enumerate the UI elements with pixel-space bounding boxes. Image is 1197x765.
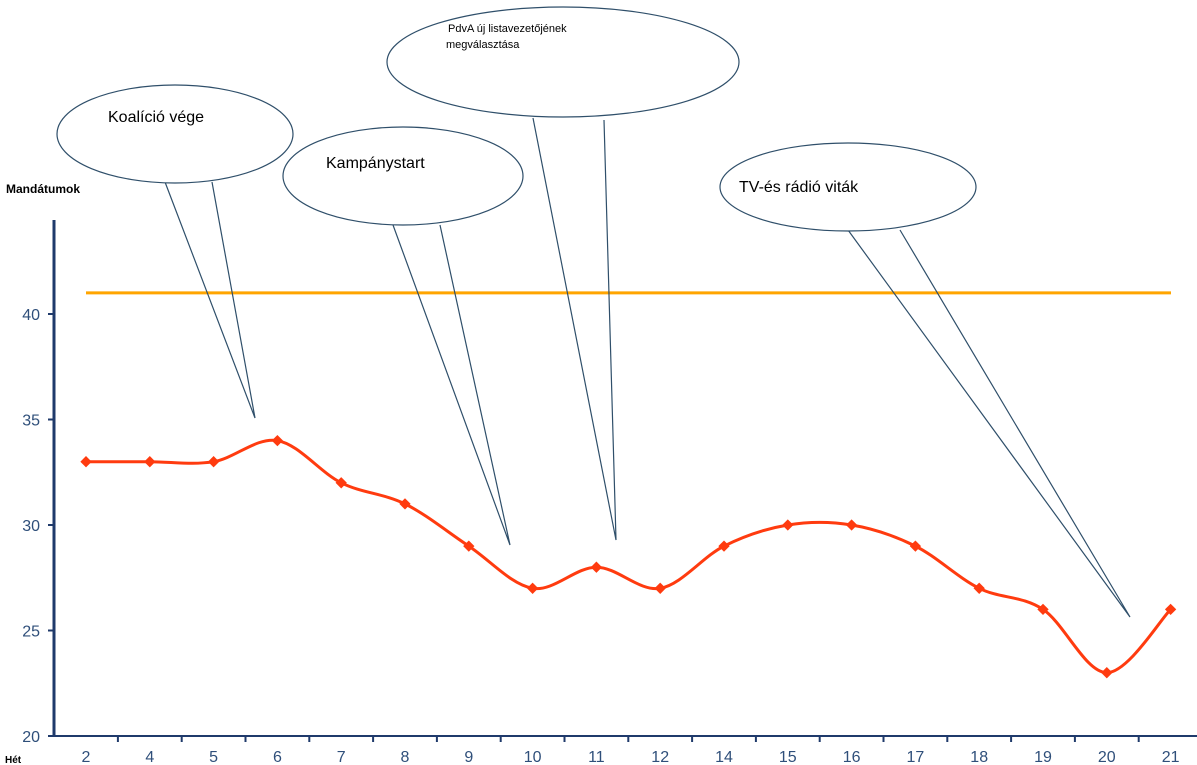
data-point-week-19 [1037, 603, 1049, 616]
y-tick-label-25: 25 [22, 624, 40, 641]
callout-pointer-koalicio [164, 181, 256, 419]
x-tick-label-14: 14 [715, 749, 733, 765]
y-tick-label-40: 40 [22, 307, 40, 324]
x-tick-label-2: 2 [82, 749, 91, 765]
x-tick-label-5: 5 [209, 749, 218, 765]
x-ticks: 2 4 5 6 7 8 9 10 11 12 14 15 16 17 18 19 20 21 [82, 736, 1180, 765]
y-tick-label-30: 30 [22, 518, 40, 535]
x-tick-label-16: 16 [843, 749, 861, 765]
x-tick-label-21: 21 [1162, 749, 1180, 765]
x-tick-label-11: 11 [588, 749, 605, 765]
data-point-week-15 [782, 519, 794, 531]
x-tick-label-12: 12 [651, 749, 669, 765]
series-markers [80, 434, 1177, 679]
x-tick-label-18: 18 [970, 749, 988, 765]
data-point-week-9 [463, 540, 475, 552]
x-tick-label-15: 15 [779, 749, 797, 765]
data-point-week-18 [973, 582, 985, 594]
callout-label-tv: TV-és rádió viták [739, 179, 859, 196]
y-tick-label-20: 20 [22, 729, 40, 746]
data-point-week-4 [144, 456, 156, 468]
x-tick-label-4: 4 [145, 749, 154, 765]
data-point-week-12 [654, 582, 666, 594]
callout-bubble-tv [719, 142, 977, 232]
callout-label-pdva-line1: PdvA új listavezetőjének [448, 23, 567, 35]
x-tick-label-7: 7 [337, 749, 346, 765]
series-line [84, 438, 1173, 675]
data-point-week-21 [1164, 603, 1177, 616]
data-point-week-5 [207, 456, 220, 468]
callout-bubble-koalicio [56, 84, 294, 184]
data-point-week-10 [526, 582, 539, 594]
x-tick-label-8: 8 [401, 749, 410, 765]
data-point-week-17 [909, 540, 922, 552]
y-tick-label-35: 35 [22, 413, 40, 430]
data-point-week-2 [80, 456, 92, 468]
data-point-week-20 [1101, 667, 1113, 679]
data-point-week-14 [718, 540, 730, 552]
x-tick-label-9: 9 [464, 749, 473, 765]
data-point-week-11 [590, 561, 603, 573]
callout-pointer-tv [847, 229, 1131, 618]
x-tick-label-17: 17 [907, 749, 925, 765]
data-point-week-16 [845, 519, 858, 531]
callout-label-kampanystart: Kampánystart [326, 155, 425, 172]
callout-bubble-pdva [386, 6, 740, 118]
callout-bubble-kampanystart [282, 126, 524, 226]
data-point-week-7 [335, 477, 347, 489]
callout-pointer-kampanystart [392, 224, 511, 546]
x-tick-label-20: 20 [1098, 749, 1116, 765]
data-point-week-8 [399, 498, 411, 510]
callout-pointer-pdva [532, 117, 617, 541]
y-ticks: 20 25 30 35 40 [22, 307, 54, 746]
y-axis-title: Mandátumok [6, 182, 80, 196]
callouts: Koalíció vége Kampánystart PdvA új lista… [56, 6, 1131, 618]
callout-label-koalicio: Koalíció vége [108, 109, 204, 126]
x-tick-label-19: 19 [1034, 749, 1052, 765]
data-point-week-6 [271, 434, 284, 447]
x-tick-label-10: 10 [524, 749, 542, 765]
x-axis-title: Hét [5, 755, 22, 765]
callout-label-pdva-line2: megválasztása [446, 39, 520, 51]
x-tick-label-6: 6 [273, 749, 282, 765]
